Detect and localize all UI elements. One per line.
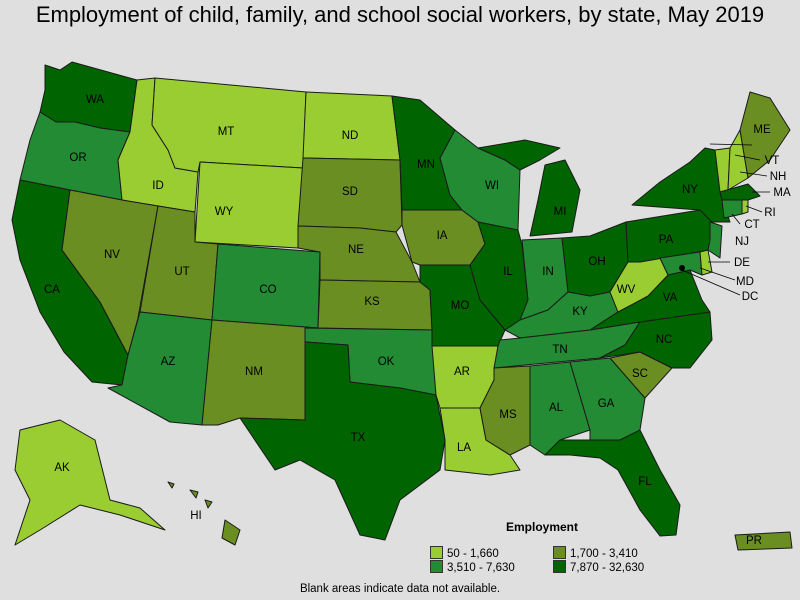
state-label-AK: AK	[54, 462, 70, 474]
state-NJ[interactable]	[707, 221, 723, 259]
state-label-TN: TN	[552, 344, 567, 356]
state-label-ND: ND	[342, 130, 359, 142]
state-PR[interactable]	[734, 531, 793, 551]
dc-leader	[681, 269, 741, 296]
legend-swatch-3	[430, 560, 443, 573]
state-label-ME: ME	[753, 124, 771, 136]
legend-swatch-2	[553, 546, 566, 559]
legend-label-4: 7,870 - 32,630	[570, 562, 645, 574]
state-label-WV: WV	[617, 284, 636, 296]
state-label-PA: PA	[659, 234, 674, 246]
state-label-NH: NH	[770, 171, 787, 183]
state-label-RI: RI	[764, 207, 776, 219]
map-title: Employment of child, family, and school …	[35, 2, 765, 27]
state-label-SD: SD	[342, 186, 358, 198]
state-label-AR: AR	[454, 366, 470, 378]
state-label-WA: WA	[86, 94, 104, 106]
state-label-SC: SC	[632, 368, 648, 380]
state-label-MD: MD	[736, 276, 754, 288]
state-label-WI: WI	[485, 180, 499, 192]
state-MA[interactable]	[719, 183, 761, 201]
state-label-OH: OH	[588, 256, 605, 268]
state-ND[interactable]	[302, 91, 401, 161]
state-label-GA: GA	[598, 398, 615, 410]
state-label-HI: HI	[190, 510, 202, 522]
legend-swatch-1	[430, 546, 443, 559]
state-MD[interactable]	[659, 251, 703, 276]
vt-leader	[734, 154, 761, 161]
state-label-ID: ID	[152, 180, 164, 192]
state-WY[interactable]	[194, 161, 304, 249]
state-label-DC: DC	[742, 291, 759, 303]
state-label-AL: AL	[549, 402, 564, 414]
state-label-VT: VT	[765, 155, 780, 167]
state-label-IN: IN	[542, 266, 554, 278]
legend-label-3: 3,510 - 7,630	[447, 562, 515, 574]
state-label-IA: IA	[437, 230, 448, 242]
state-CT[interactable]	[721, 199, 743, 219]
state-label-DE: DE	[734, 257, 750, 269]
legend-item-3: 3,510 - 7,630	[430, 560, 515, 575]
state-label-MA: MA	[773, 187, 791, 199]
state-label-NC: NC	[656, 334, 673, 346]
state-NC[interactable]	[599, 311, 713, 369]
state-label-MS: MS	[499, 409, 517, 421]
state-label-UT: UT	[174, 266, 189, 278]
state-label-KS: KS	[364, 296, 380, 308]
state-label-IL: IL	[503, 266, 513, 278]
ME-leader	[709, 143, 753, 146]
state-label-NV: NV	[104, 249, 120, 261]
state-label-NM: NM	[245, 366, 263, 378]
state-FL[interactable]	[544, 429, 681, 537]
state-NY[interactable]	[631, 147, 731, 223]
state-label-NE: NE	[348, 244, 364, 256]
state-label-MO: MO	[451, 300, 470, 312]
state-label-OR: OR	[69, 152, 86, 164]
state-MT[interactable]	[151, 77, 307, 173]
state-RI[interactable]	[741, 199, 749, 215]
legend-item-2: 1,700 - 3,410	[553, 546, 638, 561]
state-label-LA: LA	[457, 442, 471, 454]
state-ME[interactable]	[739, 91, 791, 179]
dc-marker[interactable]	[679, 265, 685, 271]
ct-leader	[731, 213, 741, 225]
state-MI[interactable]	[477, 139, 581, 237]
ri-leader	[745, 205, 763, 213]
legend-item-1: 50 - 1,660	[430, 546, 499, 561]
legend-label-2: 1,700 - 3,410	[570, 548, 638, 560]
legend-item-4: 7,870 - 32,630	[553, 560, 644, 575]
state-AK[interactable]	[14, 419, 166, 546]
state-label-NY: NY	[682, 184, 698, 196]
state-label-WY: WY	[215, 206, 234, 218]
md-leader	[699, 267, 736, 281]
state-label-MI: MI	[554, 206, 567, 218]
nh-leader	[739, 171, 768, 177]
state-label-PR: PR	[746, 535, 762, 547]
state-HI[interactable]	[167, 481, 241, 546]
state-label-AZ: AZ	[161, 356, 176, 368]
legend-label-1: 50 - 1,660	[447, 548, 499, 560]
legend-title: Employment	[506, 520, 579, 534]
state-label-CA: CA	[44, 284, 60, 296]
state-label-MN: MN	[417, 159, 435, 171]
state-TX[interactable]	[239, 341, 446, 541]
state-label-NJ: NJ	[735, 236, 749, 248]
state-label-KY: KY	[572, 306, 588, 318]
legend-swatch-4	[553, 560, 566, 573]
state-label-CO: CO	[259, 284, 276, 296]
footnote: Blank areas indicate data not available.	[299, 583, 501, 595]
state-label-TX: TX	[351, 432, 366, 444]
state-label-MT: MT	[218, 126, 235, 138]
state-label-CT: CT	[744, 219, 759, 231]
state-label-OK: OK	[378, 356, 395, 368]
state-label-FL: FL	[638, 476, 652, 488]
state-label-VA: VA	[663, 292, 678, 304]
